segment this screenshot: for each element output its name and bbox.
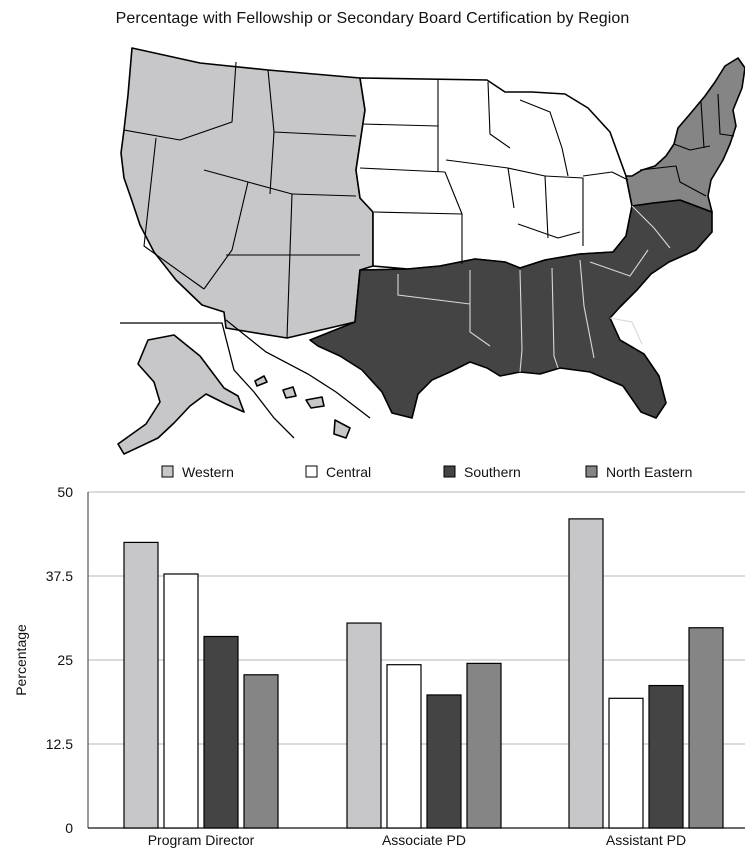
state-border-central-2 bbox=[359, 167, 446, 173]
state-border-southern-7 bbox=[631, 205, 671, 249]
state-border-southern-5 bbox=[579, 259, 595, 359]
bar-assistant-pd-southern bbox=[648, 684, 684, 829]
legend-label-central: Central bbox=[326, 464, 371, 480]
bar-associate-pd-western bbox=[346, 622, 382, 829]
state-border-southern-3 bbox=[519, 269, 523, 373]
state-border-southern-6 bbox=[589, 249, 649, 277]
chart-legend: Western Central Southern North Eastern bbox=[161, 464, 692, 480]
state-border-central-11 bbox=[519, 99, 569, 177]
state-border-central-3 bbox=[373, 211, 463, 215]
legend-swatch-southern bbox=[443, 465, 456, 478]
legend-swatch-central bbox=[305, 465, 318, 478]
legend-label-southern: Southern bbox=[464, 464, 521, 480]
alaska-shape bbox=[117, 334, 245, 455]
state-border-southern-4 bbox=[551, 267, 559, 369]
bar-associate-pd-southern bbox=[426, 694, 462, 829]
hawaii-island-1 bbox=[254, 375, 268, 387]
y-tick-label-3: 37.5 bbox=[46, 568, 73, 584]
bar-assistant-pd-north-eastern bbox=[688, 627, 724, 829]
hawaii-boundary-line bbox=[225, 319, 371, 419]
state-border-central-8 bbox=[544, 175, 584, 246]
state-border-southern-2 bbox=[469, 270, 491, 347]
legend-label-western: Western bbox=[182, 464, 234, 480]
state-border-western-2 bbox=[143, 137, 205, 290]
legend-swatch-western bbox=[161, 465, 174, 478]
state-border-southern-8 bbox=[609, 317, 643, 345]
chart-title: Percentage with Fellowship or Secondary … bbox=[115, 10, 630, 27]
y-tick-label-0: 0 bbox=[65, 820, 73, 836]
state-border-northeast-4 bbox=[717, 93, 735, 137]
state-border-northeast-3 bbox=[700, 101, 705, 149]
bar-associate-pd-central bbox=[386, 664, 422, 829]
x-category-label-2: Assistant PD bbox=[606, 832, 686, 848]
x-category-label-0: Program Director bbox=[148, 832, 255, 848]
y-axis-title: Percentage bbox=[13, 624, 29, 696]
bar-assistant-pd-central bbox=[608, 697, 644, 829]
hawaii-island-3 bbox=[305, 396, 325, 409]
bar-chart: 0 12.5 25 37.5 50 Percentage Program Director A… bbox=[13, 484, 745, 848]
bar-program-director-western bbox=[123, 541, 159, 829]
state-border-central-9 bbox=[582, 171, 629, 181]
legend-swatch-north-eastern bbox=[585, 465, 598, 478]
bar-assistant-pd-western bbox=[568, 518, 604, 829]
state-border-southern-1 bbox=[397, 274, 471, 305]
hawaii-island-4 bbox=[333, 419, 351, 439]
state-border-central-1 bbox=[361, 123, 439, 127]
state-border-western-1 bbox=[123, 61, 237, 141]
y-tick-label-1: 12.5 bbox=[46, 736, 73, 752]
map-region-central bbox=[355, 77, 633, 270]
bar-associate-pd-north-eastern bbox=[466, 662, 502, 829]
state-border-northeast-1 bbox=[639, 165, 707, 197]
state-border-central-10 bbox=[487, 81, 511, 149]
state-border-northeast-2 bbox=[673, 143, 711, 151]
state-border-western-7 bbox=[269, 131, 275, 195]
state-border-central-12 bbox=[517, 223, 581, 239]
y-tick-label-2: 25 bbox=[57, 652, 73, 668]
hawaii-island-2 bbox=[282, 386, 297, 399]
bar-program-director-southern bbox=[203, 635, 239, 829]
map-region-southern bbox=[309, 199, 713, 419]
legend-label-north-eastern: North Eastern bbox=[606, 464, 692, 480]
bar-program-director-central bbox=[163, 573, 199, 829]
x-category-label-1: Associate PD bbox=[382, 832, 466, 848]
state-border-central-5 bbox=[444, 171, 463, 264]
bar-program-director-north-eastern bbox=[243, 674, 279, 829]
alaska-boundary-line bbox=[120, 322, 295, 439]
y-tick-label-4: 50 bbox=[57, 484, 73, 500]
state-border-western-8 bbox=[291, 193, 357, 197]
us-region-map bbox=[117, 47, 745, 455]
map-region-western bbox=[120, 47, 374, 339]
state-border-western-3 bbox=[203, 169, 249, 290]
